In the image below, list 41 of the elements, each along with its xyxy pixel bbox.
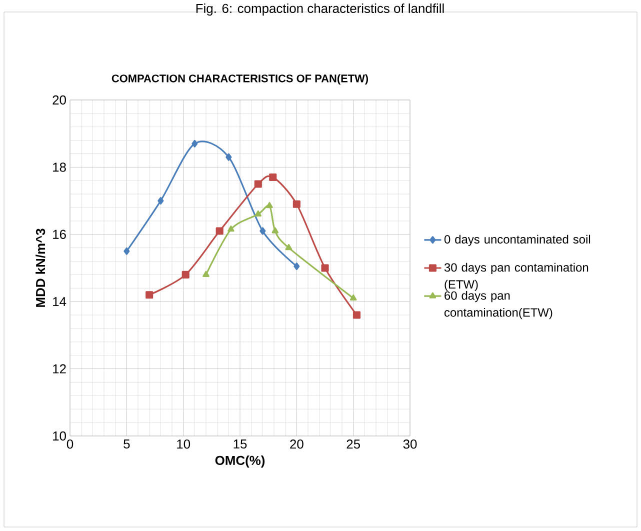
y-axis-title: MDD kN/m^3 <box>36 228 46 307</box>
point <box>285 244 292 250</box>
point <box>216 227 224 235</box>
legend-label: 60 days pan contamination(ETW) <box>444 291 552 320</box>
caption: Fig. 6: compaction characteristics of landfill <box>196 4 444 16</box>
legend-label: 30 days pan contamination (ETW) <box>444 262 588 291</box>
x-tick-label: 15 <box>234 440 247 449</box>
point <box>294 262 300 270</box>
y-tick-label: 10 <box>53 431 66 441</box>
point <box>146 291 154 299</box>
point <box>272 227 279 234</box>
y-tick-label: 12 <box>53 364 66 374</box>
y-tick-label: 18 <box>53 162 66 172</box>
point <box>292 200 300 208</box>
point <box>202 270 210 277</box>
point <box>226 153 232 161</box>
y-tick-label: 20 <box>52 95 66 105</box>
point <box>254 180 262 188</box>
x-axis-title: OMC(%) <box>215 456 265 468</box>
x-tick-label: 25 <box>346 440 360 449</box>
point <box>260 227 266 235</box>
point <box>228 226 234 232</box>
point <box>350 294 357 301</box>
y-tick-label: 16 <box>53 230 66 239</box>
x-tick-label: 0 <box>66 440 74 449</box>
point <box>266 202 273 208</box>
x-tick-label: 10 <box>177 440 190 449</box>
y-tick-label: 14 <box>53 297 66 306</box>
x-tick-label: 20 <box>290 440 304 449</box>
legend-label: 0 days uncontaminated soil <box>444 234 590 246</box>
point <box>321 264 329 272</box>
chart-title: COMPACTION CHARACTERISTICS OF PAN(ETW) <box>112 74 368 84</box>
point <box>182 270 190 278</box>
point <box>124 247 130 255</box>
x-tick-label: 5 <box>124 440 130 449</box>
x-tick-label: 30 <box>403 440 417 449</box>
point <box>158 196 164 205</box>
point <box>269 173 277 182</box>
point <box>352 311 361 319</box>
point <box>254 210 262 217</box>
point <box>192 140 198 148</box>
